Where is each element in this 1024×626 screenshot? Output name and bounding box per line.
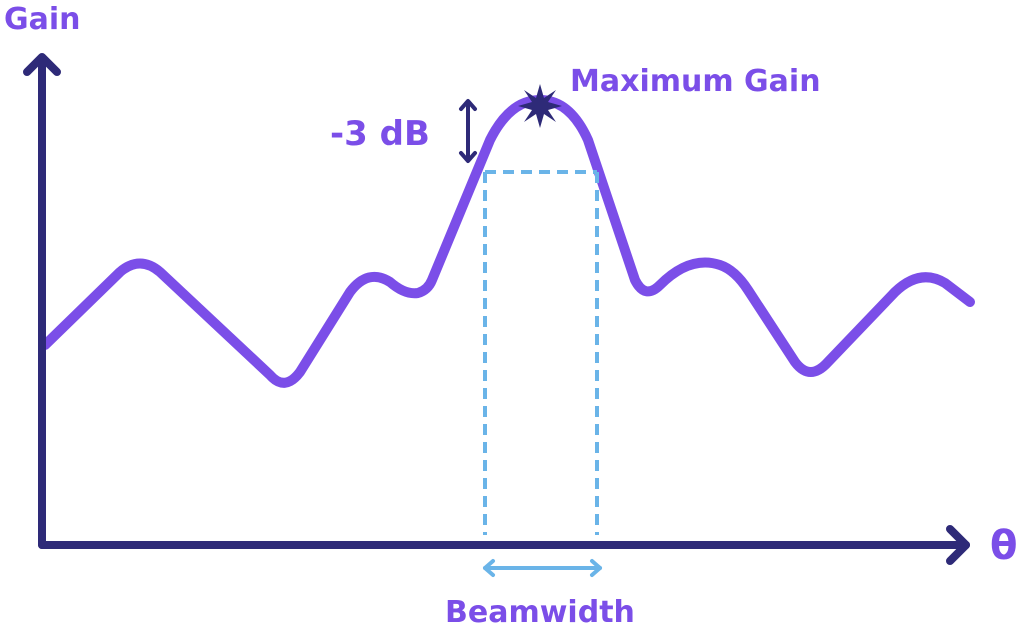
peak-star: [518, 84, 562, 128]
y-axis-arrow: [23, 53, 61, 76]
x-axis-arrow: [946, 525, 970, 565]
x-axis-label: θ: [990, 523, 1017, 569]
gain-curve: [40, 95, 975, 388]
axes: [23, 53, 970, 565]
beamwidth-label: Beamwidth: [445, 595, 635, 626]
beamwidth-arrow: [483, 559, 602, 577]
drop-arrow: [459, 99, 477, 163]
drop-label: -3 dB: [330, 114, 430, 154]
peak-label: Maximum Gain: [570, 64, 821, 99]
beamwidth-box: [483, 170, 599, 535]
y-axis-label: Gain: [4, 2, 81, 37]
